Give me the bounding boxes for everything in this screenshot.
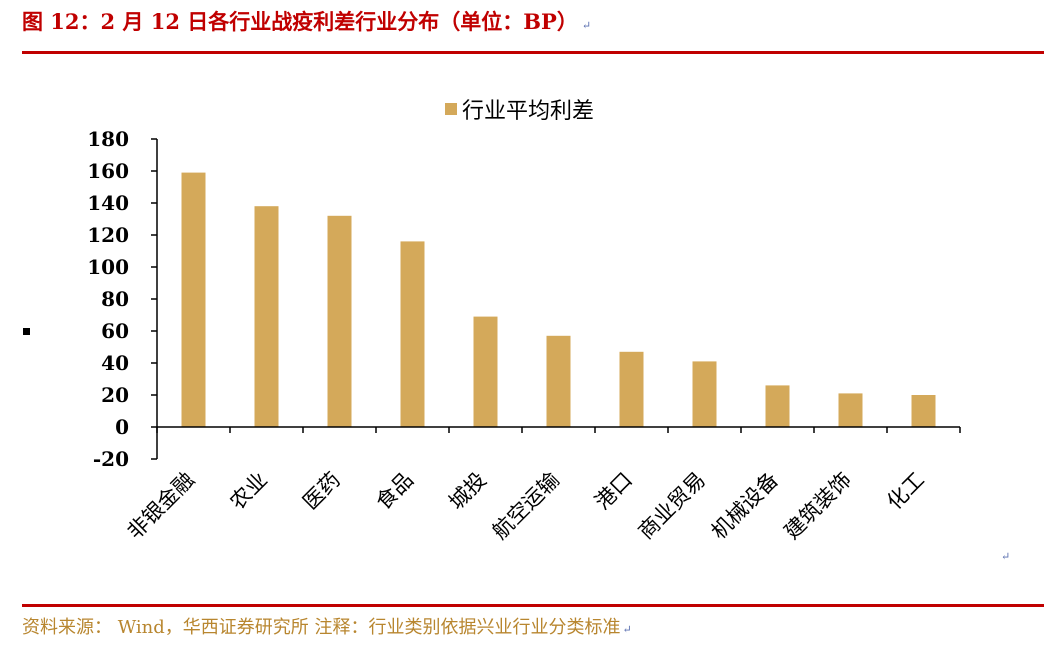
bar (619, 351, 644, 427)
chart-legend: 行业平均利差 (445, 99, 594, 124)
y-tick-label: 100 (87, 255, 129, 279)
legend-label: 行业平均利差 (462, 99, 594, 124)
category-label: 建筑装饰 (780, 468, 856, 544)
category-label: 港口 (590, 468, 637, 515)
category-label: 非银金融 (123, 468, 199, 544)
bar (327, 215, 352, 427)
bar (838, 393, 863, 427)
y-tick-label: -20 (93, 447, 129, 471)
bar (911, 395, 936, 427)
y-tick-label: 40 (101, 351, 129, 375)
y-tick-label: 140 (87, 191, 129, 215)
y-tick-label: 80 (101, 287, 129, 311)
return-mark-icon: ↵ (622, 623, 632, 636)
category-label: 商业贸易 (634, 468, 710, 544)
top-divider (22, 51, 1044, 54)
category-label: 医药 (298, 468, 345, 515)
bullet-marker (23, 328, 30, 335)
y-axis: 180 160 140 120 100 80 60 40 20 0 -20 (87, 127, 158, 471)
bar (181, 172, 206, 427)
y-tick-label: 20 (101, 383, 129, 407)
y-tick-label: 0 (115, 415, 129, 439)
category-label: 食品 (371, 468, 418, 515)
bottom-divider (22, 604, 1044, 607)
y-tick-label: 180 (87, 127, 129, 151)
category-label: 化工 (882, 468, 929, 515)
bar (692, 361, 717, 427)
category-label: 城投 (444, 468, 491, 515)
bar-chart: 行业平均利差 180 160 140 120 100 80 60 40 20 0 -20 非银金融农… (87, 99, 961, 544)
y-tick-label: 120 (87, 223, 129, 247)
bar (254, 206, 279, 427)
category-label: 机械设备 (707, 468, 783, 544)
return-mark-icon: ↵ (1001, 550, 1011, 563)
y-tick-label: 60 (101, 319, 129, 343)
y-tick-label: 160 (87, 159, 129, 183)
source-note: 资料来源： Wind，华西证券研究所 注释：行业类别依据兴业行业分类标准 ↵ (22, 613, 632, 639)
legend-swatch (445, 103, 457, 115)
bar (765, 385, 790, 427)
return-mark-icon: ↵ (581, 19, 592, 32)
figure-title: 图 12：2 月 12 日各行业战疫利差行业分布（单位：BP） ↵ (22, 6, 591, 36)
figure-title-text: 图 12：2 月 12 日各行业战疫利差行业分布（单位：BP） (22, 9, 578, 34)
bar (546, 335, 571, 427)
bar-series (181, 172, 936, 427)
category-label: 航空运输 (488, 468, 564, 544)
bar (473, 316, 498, 427)
category-label: 农业 (225, 468, 272, 515)
bar (400, 241, 425, 427)
source-text: 资料来源： Wind，华西证券研究所 注释：行业类别依据兴业行业分类标准 (22, 617, 621, 638)
